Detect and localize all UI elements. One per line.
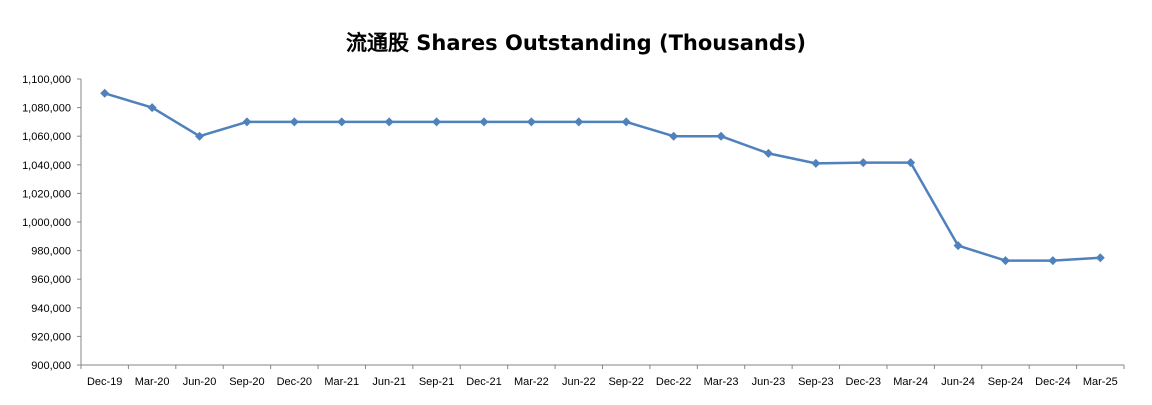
x-tick-label: Dec-23	[846, 376, 881, 388]
data-point-marker	[953, 241, 963, 251]
x-tick-label: Jun-20	[183, 376, 217, 388]
y-tick-label: 940,000	[31, 303, 71, 315]
data-point-marker	[574, 117, 584, 127]
y-tick-label: 1,100,000	[22, 74, 71, 86]
y-axis-ticks: 900,000 920,000 940,000 960,000 980,000 1,000…	[22, 74, 81, 372]
x-tick-label: Mar-22	[514, 376, 549, 388]
y-tick-label: 1,060,000	[22, 131, 71, 143]
x-tick-label: Dec-19	[87, 376, 122, 388]
data-point-marker	[811, 158, 821, 168]
x-tick-label: Sep-22	[608, 376, 643, 388]
y-tick-label: 900,000	[31, 360, 71, 372]
x-tick-label: Jun-21	[372, 376, 406, 388]
data-point-marker	[147, 103, 157, 113]
x-axis-ticks: Dec-19 Mar-20 Jun-20 Sep-20 Dec-20 Mar-21 Jun-…	[80, 365, 1125, 388]
data-point-marker	[242, 117, 252, 127]
x-tick-label: Mar-20	[135, 376, 170, 388]
x-tick-label: Sep-21	[419, 376, 454, 388]
x-tick-label: Mar-23	[704, 376, 739, 388]
x-tick-label: Dec-22	[656, 376, 691, 388]
x-tick-label: Mar-24	[893, 376, 928, 388]
data-point-marker	[858, 158, 868, 168]
data-point-marker	[195, 131, 205, 141]
data-point-marker	[526, 117, 536, 127]
data-point-marker	[906, 158, 916, 168]
y-tick-label: 980,000	[31, 246, 71, 258]
data-point-marker	[432, 117, 442, 127]
data-point-marker	[289, 117, 299, 127]
x-tick-label: Dec-21	[466, 376, 501, 388]
data-point-marker	[1048, 256, 1058, 266]
x-tick-label: Jun-24	[941, 376, 975, 388]
y-tick-label: 1,080,000	[22, 103, 71, 115]
x-tick-label: Mar-25	[1083, 376, 1118, 388]
x-tick-label: Sep-20	[229, 376, 264, 388]
data-point-marker	[669, 131, 679, 141]
data-point-marker	[763, 148, 773, 158]
data-point-marker	[479, 117, 489, 127]
y-tick-label: 1,020,000	[22, 188, 71, 200]
data-point-marker	[716, 131, 726, 141]
x-tick-label: Jun-23	[752, 376, 786, 388]
y-tick-label: 920,000	[31, 331, 71, 343]
data-point-marker	[100, 88, 110, 98]
data-point-marker	[384, 117, 394, 127]
x-tick-label: Dec-24	[1035, 376, 1070, 388]
y-tick-label: 1,000,000	[22, 217, 71, 229]
series-line	[104, 92, 1101, 262]
data-point-marker	[621, 117, 631, 127]
x-tick-label: Sep-24	[988, 376, 1023, 388]
data-point-marker	[1095, 253, 1105, 263]
x-tick-label: Jun-22	[562, 376, 596, 388]
y-tick-label: 960,000	[31, 274, 71, 286]
chart-title: 流通股 Shares Outstanding (Thousands)	[346, 31, 806, 55]
data-point-marker	[1000, 256, 1010, 266]
series-group	[100, 88, 1105, 266]
x-tick-label: Sep-23	[798, 376, 833, 388]
x-tick-label: Mar-21	[324, 376, 359, 388]
x-tick-label: Dec-20	[277, 376, 312, 388]
y-tick-label: 1,040,000	[22, 160, 71, 172]
data-point-marker	[337, 117, 347, 127]
